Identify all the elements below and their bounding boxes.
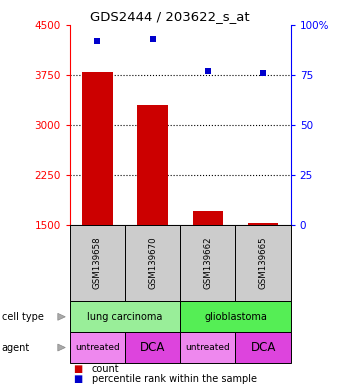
Text: GSM139658: GSM139658 [93, 237, 102, 290]
Text: ■: ■ [73, 364, 82, 374]
Text: untreated: untreated [75, 343, 120, 352]
Text: GSM139665: GSM139665 [259, 237, 268, 290]
Text: agent: agent [2, 343, 30, 353]
Text: GSM139662: GSM139662 [203, 237, 212, 290]
Text: GDS2444 / 203622_s_at: GDS2444 / 203622_s_at [90, 10, 250, 23]
Point [150, 36, 155, 42]
Point [260, 70, 266, 76]
Point [95, 38, 100, 44]
Text: DCA: DCA [250, 341, 276, 354]
Text: cell type: cell type [2, 312, 44, 322]
Bar [137, 105, 168, 225]
Point [205, 68, 210, 74]
Text: DCA: DCA [140, 341, 165, 354]
Text: ■: ■ [73, 374, 82, 384]
Bar [82, 71, 113, 225]
Text: percentile rank within the sample: percentile rank within the sample [92, 374, 257, 384]
Text: count: count [92, 364, 119, 374]
Text: lung carcinoma: lung carcinoma [87, 312, 163, 322]
Bar [193, 211, 223, 225]
Text: glioblastoma: glioblastoma [204, 312, 267, 322]
Text: GSM139670: GSM139670 [148, 237, 157, 290]
Text: untreated: untreated [185, 343, 230, 352]
Bar [248, 223, 278, 225]
